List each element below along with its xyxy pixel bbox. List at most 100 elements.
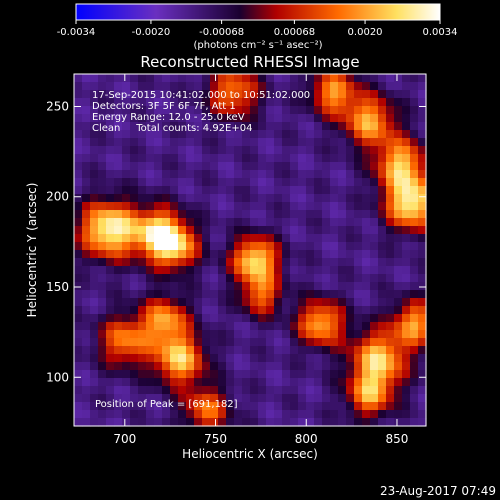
heatmap-cell (402, 210, 411, 219)
heatmap-cell (106, 106, 115, 115)
heatmap-cell (322, 410, 331, 419)
x-axis-label: Heliocentric X (arcsec) (182, 447, 318, 461)
heatmap-cell (394, 266, 403, 275)
heatmap-cell (402, 226, 411, 235)
heatmap-cell (362, 290, 371, 299)
heatmap-cell (322, 330, 331, 339)
heatmap-cell (226, 146, 235, 155)
heatmap-cell (282, 226, 291, 235)
heatmap-cell (354, 234, 363, 243)
heatmap-cell (186, 386, 195, 395)
heatmap-cell (178, 186, 187, 195)
heatmap-cell (146, 418, 155, 427)
heatmap-cell (386, 106, 395, 115)
heatmap-cell (402, 290, 411, 299)
heatmap-cell (322, 394, 331, 403)
heatmap-cell (346, 194, 355, 203)
heatmap-cell (322, 82, 331, 91)
heatmap-cell (242, 170, 251, 179)
heatmap-cell (410, 258, 419, 267)
heatmap-cell (186, 266, 195, 275)
heatmap-cell (106, 298, 115, 307)
heatmap-cell (130, 354, 139, 363)
heatmap-cell (274, 114, 283, 123)
heatmap-cell (114, 194, 123, 203)
heatmap-cell (410, 330, 419, 339)
heatmap-cell (74, 274, 83, 283)
heatmap-cell (306, 130, 315, 139)
heatmap-cell (202, 162, 211, 171)
heatmap-cell (338, 394, 347, 403)
heatmap-cell (146, 106, 155, 115)
heatmap-cell (386, 354, 395, 363)
heatmap-cell (258, 362, 267, 371)
heatmap-cell (202, 186, 211, 195)
heatmap-cell (386, 282, 395, 291)
heatmap-cell (274, 106, 283, 115)
heatmap-cell (250, 402, 259, 411)
heatmap-cell (186, 162, 195, 171)
heatmap-cell (386, 130, 395, 139)
heatmap-cell (258, 410, 267, 419)
heatmap-cell (410, 354, 419, 363)
heatmap-cell (194, 338, 203, 347)
heatmap-cell (378, 106, 387, 115)
heatmap-cell (418, 394, 427, 403)
heatmap-cell (114, 122, 123, 131)
heatmap-cell (394, 138, 403, 147)
heatmap-cell (162, 362, 171, 371)
heatmap-cell (346, 322, 355, 331)
heatmap-cell (154, 130, 163, 139)
heatmap-cell (354, 178, 363, 187)
heatmap-cell (410, 362, 419, 371)
heatmap-cell (242, 122, 251, 131)
heatmap-cell (106, 210, 115, 219)
heatmap-cell (386, 202, 395, 211)
heatmap-cell (74, 402, 83, 411)
heatmap-cell (226, 330, 235, 339)
heatmap-cell (114, 170, 123, 179)
heatmap-cell (386, 250, 395, 259)
heatmap-cell (258, 322, 267, 331)
heatmap-cell (274, 338, 283, 347)
heatmap-cell (90, 170, 99, 179)
heatmap-cell (338, 362, 347, 371)
heatmap-cell (394, 202, 403, 211)
heatmap-cell (154, 74, 163, 83)
heatmap-cell (274, 122, 283, 131)
heatmap-cell (394, 210, 403, 219)
heatmap-cell (418, 234, 427, 243)
heatmap-cell (394, 394, 403, 403)
heatmap-cell (378, 386, 387, 395)
heatmap-cell (138, 258, 147, 267)
heatmap-cell (218, 178, 227, 187)
heatmap-cell (290, 266, 299, 275)
heatmap-cell (82, 202, 91, 211)
heatmap-cell (210, 290, 219, 299)
heatmap-cell (378, 218, 387, 227)
heatmap-cell (186, 122, 195, 131)
heatmap-cell (362, 122, 371, 131)
heatmap-cell (258, 186, 267, 195)
heatmap-cell (170, 266, 179, 275)
heatmap-cell (330, 386, 339, 395)
heatmap-cell (378, 346, 387, 355)
heatmap-cell (258, 74, 267, 83)
y-tick-label: 200 (46, 190, 69, 204)
heatmap-cell (90, 330, 99, 339)
heatmap-cell (170, 138, 179, 147)
heatmap-cell (242, 226, 251, 235)
heatmap-cell (98, 274, 107, 283)
heatmap-cell (210, 266, 219, 275)
heatmap-cell (314, 242, 323, 251)
heatmap-cell (386, 146, 395, 155)
heatmap-cell (82, 298, 91, 307)
heatmap-cell (282, 90, 291, 99)
heatmap-cell (266, 394, 275, 403)
heatmap-cell (162, 226, 171, 235)
heatmap-cell (274, 282, 283, 291)
heatmap-cell (154, 146, 163, 155)
heatmap-cell (314, 362, 323, 371)
heatmap-cell (122, 338, 131, 347)
heatmap-cell (130, 266, 139, 275)
